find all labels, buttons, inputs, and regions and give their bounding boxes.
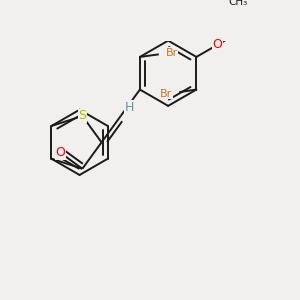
Text: O: O: [55, 146, 65, 159]
Text: Br: Br: [160, 89, 172, 99]
Text: O: O: [212, 38, 222, 51]
Text: CH₃: CH₃: [228, 0, 248, 7]
Text: S: S: [78, 110, 86, 122]
Text: H: H: [124, 101, 134, 114]
Text: Br: Br: [166, 48, 178, 58]
